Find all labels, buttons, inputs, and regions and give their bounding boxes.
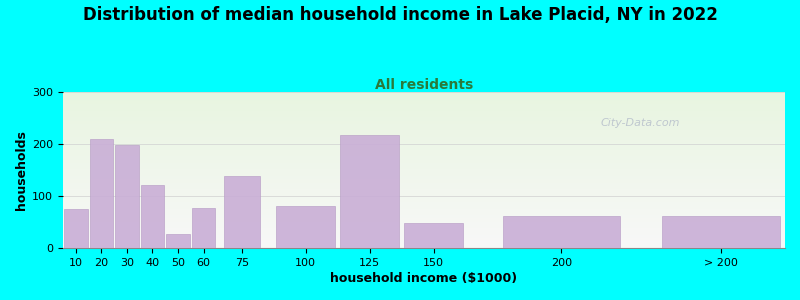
Bar (502, 216, 620, 248)
Bar (141, 184, 164, 248)
Bar (277, 206, 335, 248)
Bar (662, 216, 780, 248)
Bar (90, 139, 113, 248)
Text: City-Data.com: City-Data.com (601, 118, 680, 128)
Bar (340, 135, 399, 248)
Text: Distribution of median household income in Lake Placid, NY in 2022: Distribution of median household income … (82, 6, 718, 24)
Bar (64, 209, 87, 248)
Y-axis label: households: households (15, 130, 28, 210)
X-axis label: household income ($1000): household income ($1000) (330, 272, 518, 285)
Bar (224, 176, 259, 248)
Bar (166, 233, 190, 248)
Bar (192, 208, 215, 248)
Bar (404, 223, 463, 248)
Bar (115, 145, 138, 248)
Title: All residents: All residents (375, 78, 473, 92)
